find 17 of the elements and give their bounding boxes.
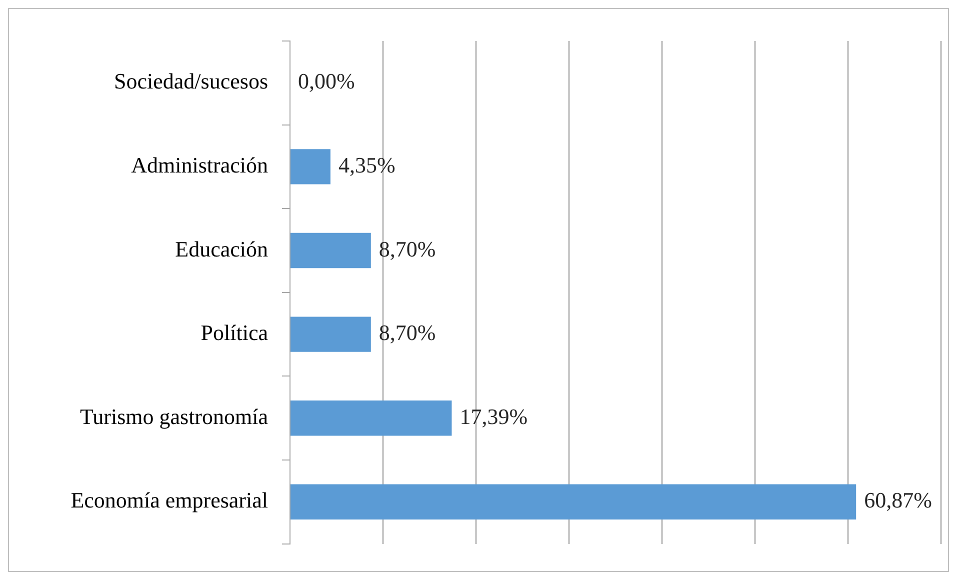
y-tick-label: Educación	[175, 236, 268, 262]
data-label: 0,00%	[298, 68, 355, 94]
y-tick-label: Turismo gastronomía	[80, 404, 268, 429]
data-label: 8,70%	[378, 320, 436, 346]
y-tick-label: Política	[200, 320, 268, 346]
bar	[290, 149, 330, 184]
y-tick-label: Sociedad/sucesos	[114, 68, 268, 94]
data-label: 17,39%	[460, 404, 528, 429]
data-label: 4,35%	[338, 152, 396, 178]
data-label: 60,87%	[864, 488, 932, 513]
y-tick-label: Economía empresarial	[70, 488, 268, 513]
bar	[290, 316, 371, 352]
bar	[290, 484, 856, 520]
data-label: 8,70%	[378, 236, 436, 262]
y-tick-label: Administración	[131, 152, 268, 178]
bar	[290, 400, 452, 436]
bar	[290, 232, 371, 268]
